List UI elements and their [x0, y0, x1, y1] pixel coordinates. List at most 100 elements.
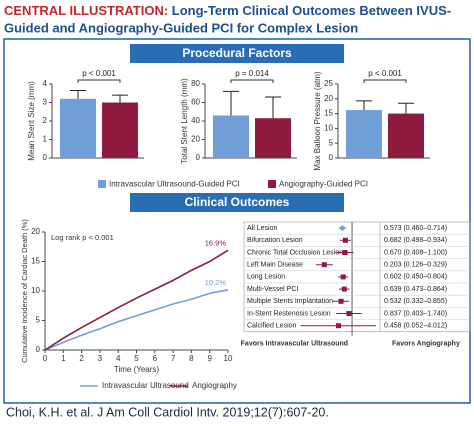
bar: [255, 118, 291, 158]
bar: [60, 98, 96, 158]
value-label: 0.203 (0.126–0.329): [384, 262, 447, 269]
row-label: Bifurcation Lesion: [247, 237, 303, 244]
row-label: In-Stent Restenosis Lesion: [247, 310, 331, 317]
x-tick-label: 10: [224, 354, 233, 363]
y-tick-label: 40: [191, 116, 200, 125]
y-tick-label: 3: [43, 98, 48, 107]
p-value: p < 0.001: [82, 69, 116, 78]
value-label: 0.602 (0.450–0.804): [384, 274, 447, 281]
section-bar: [130, 193, 344, 212]
bracket: [77, 79, 121, 83]
legend-swatch: [98, 180, 106, 188]
line: [44, 249, 229, 351]
x-tick-label: 8: [189, 354, 194, 363]
y-tick-label: 5: [36, 316, 41, 325]
y-tick-label: 80: [191, 79, 200, 88]
y-axis-label: Max Balloon Pressure (atm): [313, 71, 322, 170]
legend-label: Intravascular Ultrasound-Guided PCI: [109, 180, 240, 189]
legend-swatch: [268, 180, 276, 188]
p-value: p < 0.001: [368, 69, 402, 78]
y-tick-label: 5: [329, 138, 334, 147]
x-tick-label: 5: [134, 354, 139, 363]
error-bar: [112, 94, 128, 103]
bracket: [230, 79, 274, 83]
value-label: 0.532 (0.332–0.855): [384, 298, 447, 305]
value-label: 0.837 (0.403–1.740): [384, 310, 447, 317]
y-tick-label: 15: [31, 257, 40, 266]
estimate: [338, 298, 344, 304]
header-title: Long-Term Clinical Outcomes Between IVUS…: [172, 3, 451, 18]
x-tick-label: 0: [43, 354, 48, 363]
favor-label: Favors Angiography: [392, 341, 460, 348]
header-title: Guided and Angiography-Guided PCI for Co…: [4, 20, 358, 35]
estimate: [341, 286, 347, 292]
x-tick-label: 2: [79, 354, 84, 363]
y-tick-label: 25: [324, 79, 333, 88]
error-bar: [70, 89, 86, 99]
estimate: [335, 323, 341, 329]
row-label: Multi-Vessel PCI: [247, 286, 298, 293]
value-label: 0.573 (0.460–0.714): [384, 225, 447, 232]
bar: [102, 102, 138, 158]
y-axis-label: Mean Stent Size (mm): [27, 81, 36, 161]
value-label: 0.682 (0.498–0.934): [384, 237, 447, 244]
end-label: 10.2%: [205, 278, 227, 287]
section-title: Procedural Factors: [182, 46, 292, 60]
x-tick-label: 7: [171, 354, 176, 363]
estimate: [321, 262, 327, 268]
row-label: Long Lesion: [247, 274, 285, 281]
row-label: All Lesion: [247, 225, 277, 232]
y-tick-label: 20: [191, 135, 200, 144]
legend-label: Angiography: [192, 381, 237, 390]
error-bar: [223, 90, 239, 116]
value-label: 0.670 (0.408–1.100): [384, 249, 447, 256]
y-tick-label: 15: [324, 109, 333, 118]
y-tick-label: 0: [196, 153, 201, 162]
error-bar: [398, 102, 414, 114]
section-bar: [130, 44, 344, 63]
row-label: Chronic Total Occlusion Lesion: [247, 249, 343, 256]
value-label: 0.458 (0.052–4.012): [384, 323, 447, 330]
p-value: p = 0.014: [235, 69, 269, 78]
header-label: CENTRAL ILLUSTRATION:: [4, 3, 168, 18]
y-axis-label: Cumulative Incidence of Cardiac Death (%…: [20, 219, 29, 363]
y-tick-label: 10: [324, 124, 333, 133]
estimate: [342, 237, 348, 243]
table-frame: [243, 221, 471, 333]
x-tick-label: 1: [61, 354, 66, 363]
citation: Choi, K.H. et al. J Am Coll Cardiol Intv…: [6, 405, 329, 419]
estimate: [338, 225, 346, 232]
estimate: [340, 274, 346, 280]
favor-label: Favors Intravascular Ultrasound: [241, 341, 348, 348]
row-label: Multiple Stents Implantation: [247, 298, 333, 305]
annotation: Log rank p < 0.001: [51, 233, 114, 242]
x-tick-label: 6: [153, 354, 158, 363]
section-title: Clinical Outcomes: [185, 195, 290, 209]
x-tick-label: 4: [116, 354, 121, 363]
y-tick-label: 20: [31, 227, 40, 236]
header-line: CENTRAL ILLUSTRATION: Long-Term Clinical…: [4, 3, 451, 18]
estimate: [342, 250, 348, 255]
bar: [346, 110, 382, 158]
estimate: [346, 311, 352, 316]
line: [44, 289, 229, 351]
y-tick-label: 4: [43, 79, 48, 88]
end-label: 16.9%: [205, 238, 227, 247]
x-tick-label: 9: [207, 354, 212, 363]
x-tick-label: 3: [98, 354, 103, 363]
error-bar: [356, 100, 372, 111]
y-tick-label: 10: [31, 286, 40, 295]
y-tick-label: 1: [43, 135, 48, 144]
y-tick-label: 2: [43, 116, 48, 125]
y-tick-label: 0: [36, 345, 41, 354]
row-label: Left Main Disease: [247, 262, 303, 269]
error-bar: [265, 96, 281, 119]
y-tick-label: 60: [191, 98, 200, 107]
bracket: [363, 79, 407, 83]
row-label: Calcified Lesion: [247, 323, 297, 330]
frame: [3, 38, 471, 404]
x-axis-label: Time (Years): [114, 365, 160, 374]
legend-label: Angiography-Guided PCI: [279, 180, 368, 189]
